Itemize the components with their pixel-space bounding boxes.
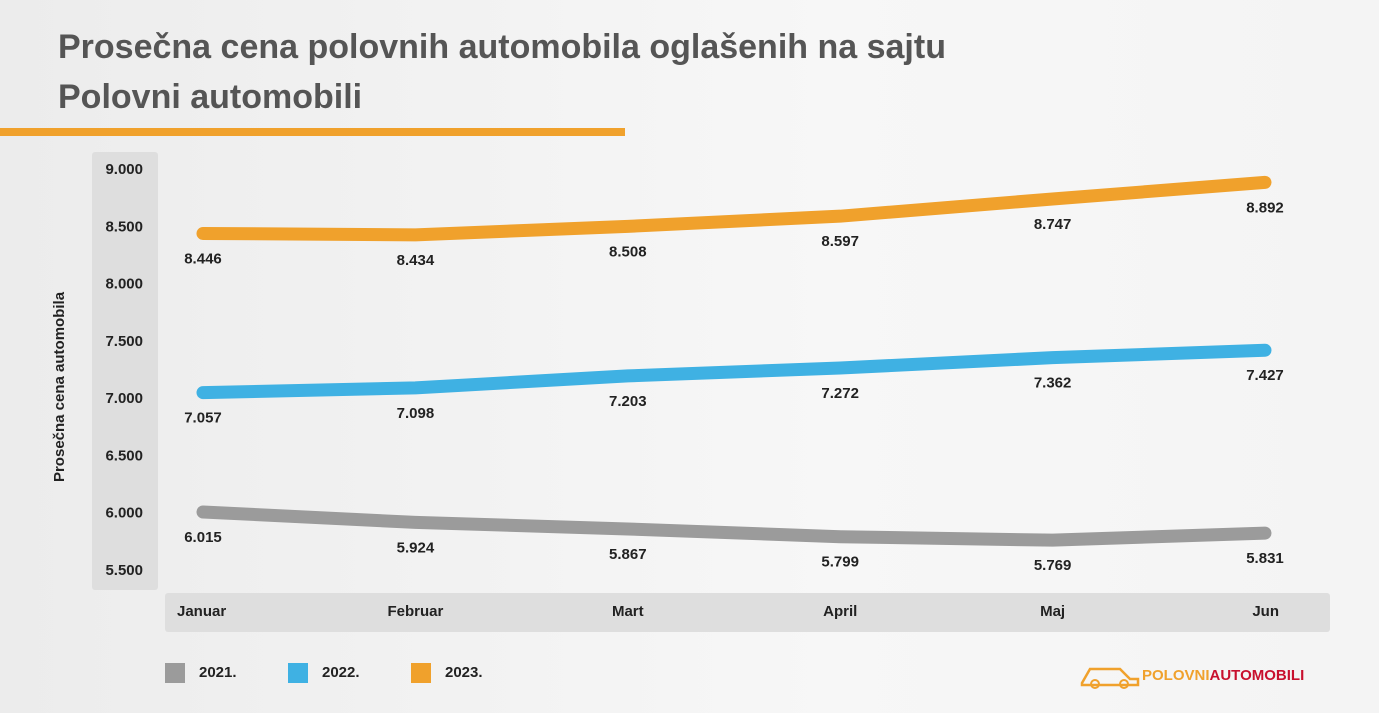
line — [196, 343, 1272, 400]
data-label: 8.446 — [184, 250, 222, 267]
data-label: 5.799 — [821, 554, 859, 571]
chart-title: Prosečna cena polovnih automobila oglaše… — [58, 28, 946, 116]
y-axis-panel — [92, 152, 158, 590]
y-tick-label: 8.000 — [105, 276, 143, 293]
line — [196, 505, 1272, 547]
data-label: 7.362 — [1034, 375, 1072, 392]
x-axis-panel — [165, 593, 1330, 632]
y-tick-label: 9.000 — [105, 161, 143, 178]
data-label: 7.272 — [821, 385, 859, 402]
data-label: 5.867 — [609, 546, 647, 563]
x-tick-label: April — [823, 603, 857, 620]
data-label: 8.597 — [821, 233, 859, 250]
data-label: 8.508 — [609, 243, 647, 260]
x-tick-label: Februar — [387, 603, 443, 620]
data-label: 7.203 — [609, 393, 647, 410]
x-tick-label: Mart — [612, 603, 644, 620]
data-label: 6.015 — [184, 529, 222, 546]
logo-icon — [1090, 679, 1100, 689]
x-tick-label: Maj — [1040, 603, 1065, 620]
y-tick-label: 8.500 — [105, 218, 143, 235]
line — [196, 175, 1272, 242]
legend-label: 2021. — [199, 664, 237, 681]
y-tick-label: 7.500 — [105, 333, 143, 350]
y-axis-label: Prosečna cena automobila — [51, 291, 68, 482]
data-label: 7.057 — [184, 410, 222, 427]
logo-text: POLOVNIAUTOMOBILI — [1142, 667, 1304, 684]
title-underline — [0, 128, 625, 136]
data-label: 8.747 — [1034, 216, 1072, 233]
y-tick-label: 7.000 — [105, 390, 143, 407]
y-tick-label: 5.500 — [105, 562, 143, 579]
logo: POLOVNIAUTOMOBILI — [1080, 667, 1304, 689]
data-label: 5.769 — [1034, 557, 1072, 574]
y-tick-label: 6.000 — [105, 505, 143, 522]
logo-text: AUTOMOBILI — [1210, 667, 1305, 684]
logo-text: POLOVNI — [1142, 667, 1210, 684]
data-label: 5.924 — [397, 539, 435, 556]
data-label: 7.098 — [397, 405, 435, 422]
legend-label: 2022. — [322, 664, 360, 681]
y-tick-label: 6.500 — [105, 447, 143, 464]
legend-swatch — [288, 663, 308, 683]
legend-swatch — [165, 663, 185, 683]
data-label: 8.892 — [1246, 199, 1284, 216]
data-label: 7.427 — [1246, 367, 1284, 384]
data-label: 5.831 — [1246, 550, 1284, 567]
logo-icon — [1119, 679, 1129, 689]
x-tick-label: Januar — [177, 603, 226, 620]
x-tick-label: Jun — [1252, 603, 1279, 620]
legend-swatch — [411, 663, 431, 683]
data-label: 8.434 — [397, 252, 435, 269]
legend-label: 2023. — [445, 664, 483, 681]
